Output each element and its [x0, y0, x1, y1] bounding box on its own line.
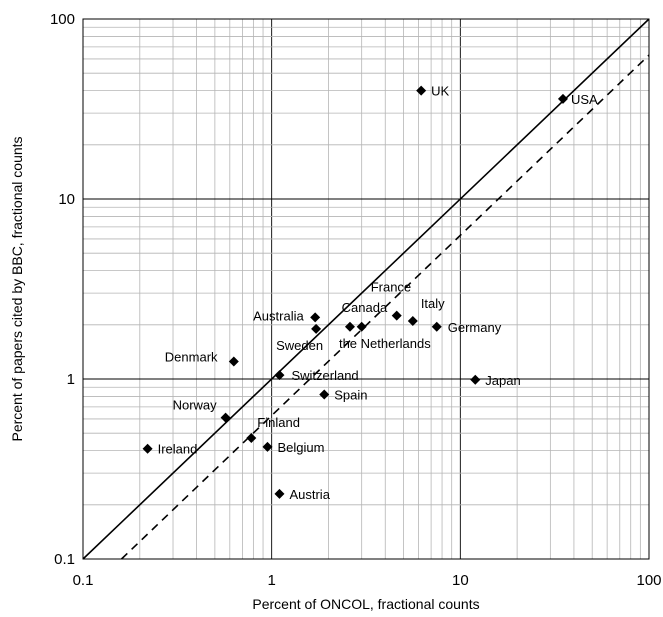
- data-point-marker: [391, 310, 402, 321]
- data-point-marker: [311, 323, 322, 334]
- data-point-marker: [319, 389, 330, 400]
- data-point-marker: [142, 443, 153, 454]
- point-label: Sweden: [276, 338, 323, 353]
- tick-labels: 0.1 1 10 100 0.1 1 10 100: [50, 11, 662, 589]
- point-label: USA: [571, 92, 598, 107]
- point-label: UK: [431, 84, 449, 99]
- data-point-marker: [310, 312, 321, 323]
- y-tick-label: 100: [50, 11, 75, 28]
- point-label: Ireland: [158, 442, 198, 457]
- data-point-marker: [274, 370, 285, 381]
- point-label: Germany: [448, 320, 502, 335]
- y-tick-label: 10: [58, 191, 75, 208]
- data-point-marker: [262, 441, 273, 452]
- data-point-marker: [228, 356, 239, 367]
- data-point-marker: [344, 321, 355, 332]
- x-tick-label: 0.1: [73, 572, 94, 589]
- x-tick-label: 10: [452, 572, 469, 589]
- grid-lines: [83, 19, 649, 559]
- reference-lines: [82, 18, 650, 560]
- plot-area-border: [82, 18, 650, 560]
- point-label: Belgium: [277, 440, 324, 455]
- x-tick-label: 100: [636, 572, 661, 589]
- data-point-marker: [416, 85, 427, 96]
- data-point-marker: [356, 321, 367, 332]
- data-point-marker: [557, 93, 568, 104]
- x-axis-label: Percent of ONCOL, fractional counts: [252, 596, 479, 612]
- data-point-marker: [274, 488, 285, 499]
- data-point-marker: [431, 321, 442, 332]
- data-point-marker: [220, 412, 231, 423]
- point-label: Austria: [289, 487, 330, 502]
- point-label: Canada: [342, 300, 388, 315]
- y-tick-label: 0.1: [54, 551, 75, 568]
- data-point-marker: [246, 433, 257, 444]
- point-label: Switzerland: [291, 368, 358, 383]
- point-label: Finland: [257, 415, 300, 430]
- point-label: Italy: [421, 296, 445, 311]
- point-label: the Netherlands: [339, 336, 431, 351]
- point-label: Denmark: [165, 350, 218, 365]
- point-label: Australia: [253, 308, 304, 323]
- data-point-marker: [407, 316, 418, 327]
- point-label: Norway: [173, 398, 218, 413]
- point-label: Japan: [485, 373, 520, 388]
- y-tick-label: 1: [67, 371, 75, 388]
- data-point-marker: [470, 374, 481, 385]
- solid-diagonal-line: [82, 18, 650, 560]
- x-tick-label: 1: [267, 572, 275, 589]
- y-axis-label: Percent of papers cited by BBC, fraction…: [9, 136, 25, 441]
- dashed-reference-line: [120, 54, 650, 560]
- point-label: Spain: [334, 388, 367, 403]
- point-label: France: [371, 280, 411, 295]
